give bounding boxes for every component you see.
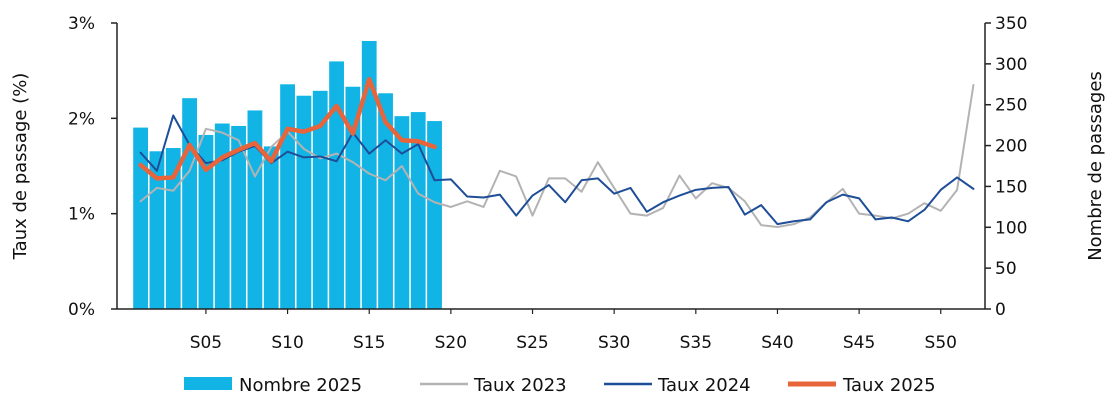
bar-nombre-2025-w10 bbox=[280, 84, 295, 309]
bar-nombre-2025-w17 bbox=[394, 116, 410, 310]
lines-layer bbox=[138, 77, 975, 229]
ticks-layer: 0% 1% 2% 3% 0 50 100 150 200 250 300 350 S05 S10 S15 S2… bbox=[68, 14, 1027, 353]
legend-item-taux-2024: Taux 2024 bbox=[604, 375, 751, 396]
bar-nombre-2025-w14 bbox=[345, 86, 361, 310]
x-tick-label-2: S15 bbox=[353, 333, 385, 353]
y-left-axis-title: Taux de passage (%) bbox=[10, 73, 31, 261]
y-right-tick-label-5: 250 bbox=[995, 96, 1027, 116]
y-left-tick-label-3: 3% bbox=[68, 14, 95, 34]
legend-item-taux-2025: Taux 2025 bbox=[788, 375, 936, 396]
legend-label-taux-2025: Taux 2025 bbox=[842, 375, 936, 396]
y-right-tick-label-7: 350 bbox=[995, 14, 1027, 34]
x-tick-label-4: S25 bbox=[516, 333, 548, 353]
bars-layer bbox=[133, 40, 442, 310]
axes-layer bbox=[116, 23, 986, 310]
bar-nombre-2025-w11 bbox=[296, 95, 312, 309]
x-tick-label-9: S50 bbox=[925, 333, 957, 353]
bar-nombre-2025-w3 bbox=[165, 148, 181, 309]
legend-label-taux-2024: Taux 2024 bbox=[657, 375, 751, 396]
x-tick-label-5: S30 bbox=[598, 333, 630, 353]
legend-swatch-nombre-2025 bbox=[184, 377, 232, 390]
bar-nombre-2025-w8 bbox=[247, 110, 263, 310]
bar-nombre-2025-w16 bbox=[378, 93, 393, 310]
line-taux-2024 bbox=[139, 114, 975, 226]
y-right-tick-label-3: 150 bbox=[995, 177, 1027, 197]
x-tick-label-0: S05 bbox=[190, 333, 222, 353]
line-taux-2025 bbox=[138, 77, 437, 181]
x-tick-label-1: S10 bbox=[271, 333, 303, 353]
bar-nombre-2025-w5 bbox=[198, 134, 214, 309]
legend-item-taux-2023: Taux 2023 bbox=[420, 375, 567, 396]
legend-label-nombre-2025: Nombre 2025 bbox=[239, 375, 362, 396]
bar-nombre-2025-w9 bbox=[263, 146, 279, 309]
y-left-tick-label-2: 2% bbox=[68, 109, 95, 129]
y-right-tick-label-0: 0 bbox=[995, 300, 1006, 320]
line-taux-2023 bbox=[139, 83, 975, 229]
legend-label-taux-2023: Taux 2023 bbox=[473, 375, 567, 396]
bar-nombre-2025-w18 bbox=[410, 112, 426, 309]
bar-nombre-2025-w1 bbox=[133, 127, 148, 309]
bar-nombre-2025-w19 bbox=[427, 121, 442, 309]
x-tick-label-3: S20 bbox=[435, 333, 467, 353]
y-right-axis-title: Nombre de passages bbox=[1085, 71, 1106, 261]
y-right-tick-label-2: 100 bbox=[995, 218, 1027, 238]
bar-nombre-2025-w7 bbox=[231, 125, 246, 310]
bar-nombre-2025-w15 bbox=[361, 40, 377, 309]
y-right-tick-label-4: 200 bbox=[995, 137, 1027, 157]
y-left-tick-label-1: 1% bbox=[68, 205, 95, 225]
bar-nombre-2025-w6 bbox=[214, 123, 230, 309]
legend-item-nombre-2025: Nombre 2025 bbox=[184, 375, 362, 396]
legend: Nombre 2025 Taux 2023 Taux 2024 Taux 202… bbox=[184, 375, 936, 396]
bar-nombre-2025-w4 bbox=[182, 98, 197, 310]
bar-nombre-2025-w12 bbox=[312, 90, 328, 309]
y-right-tick-label-6: 300 bbox=[995, 55, 1027, 75]
bar-nombre-2025-w13 bbox=[329, 61, 344, 309]
x-tick-label-6: S35 bbox=[680, 333, 712, 353]
x-tick-label-7: S40 bbox=[761, 333, 793, 353]
y-right-tick-label-1: 50 bbox=[995, 259, 1017, 279]
y-left-tick-label-0: 0% bbox=[68, 300, 95, 320]
x-tick-label-8: S45 bbox=[843, 333, 875, 353]
